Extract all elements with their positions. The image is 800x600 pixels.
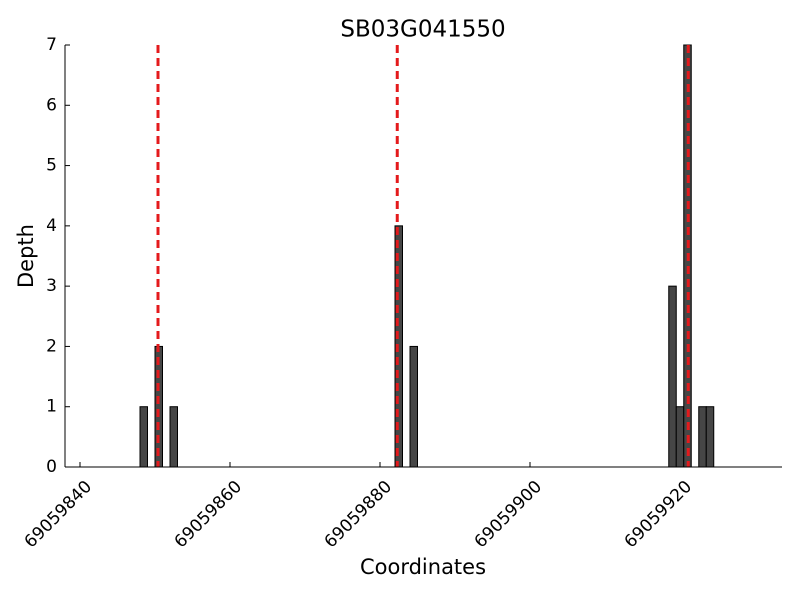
bar <box>668 285 677 468</box>
x-tick-label: 69059860 <box>171 477 246 552</box>
y-tick-label: 1 <box>46 397 57 417</box>
bar <box>139 406 148 468</box>
bar <box>675 406 685 468</box>
y-tick-label: 0 <box>46 457 57 477</box>
y-tick-label: 2 <box>46 336 57 356</box>
chart-title: SB03G041550 <box>340 17 505 43</box>
x-tick-label: 69059840 <box>21 477 96 552</box>
x-tick-label: 69059880 <box>321 477 396 552</box>
x-axis-label: Coordinates <box>360 555 486 579</box>
x-tick-label: 69059920 <box>621 477 696 552</box>
y-tick-label: 3 <box>46 276 57 296</box>
bar <box>169 406 178 468</box>
y-tick-label: 7 <box>46 35 57 55</box>
bar <box>705 406 715 468</box>
y-tick-label: 4 <box>46 216 57 236</box>
y-tick-label: 6 <box>46 95 57 115</box>
x-tick-label: 69059900 <box>471 477 546 552</box>
bar <box>698 406 707 468</box>
y-axis-label: Depth <box>14 224 38 288</box>
y-tick-label: 5 <box>46 156 57 176</box>
bar <box>409 345 418 468</box>
